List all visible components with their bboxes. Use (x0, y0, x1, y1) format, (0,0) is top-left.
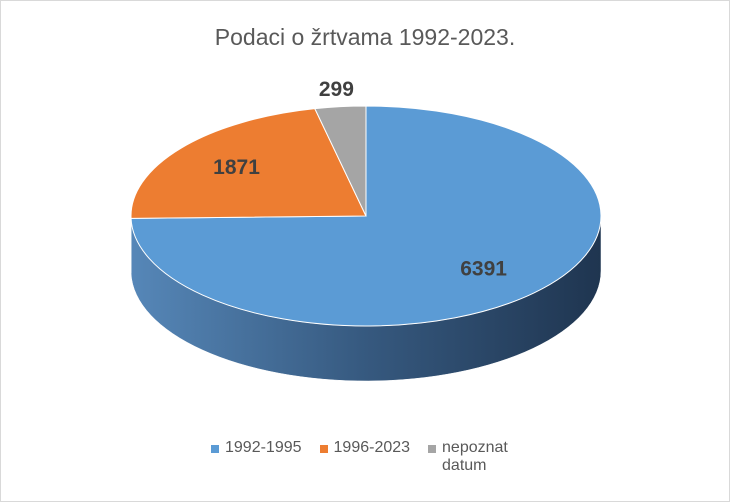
legend-item: 1992-1995 (211, 439, 302, 457)
data-label: 6391 (460, 257, 507, 280)
legend-swatch (428, 445, 437, 453)
pie: 6391 1871 299 (130, 78, 602, 382)
data-label: 299 (319, 78, 354, 101)
slice (314, 105, 367, 217)
legend-item: 1996-2023 (319, 439, 411, 457)
legend-swatch (211, 445, 219, 453)
legend: 1992-1995 1996-2023 nepoznat datum (211, 439, 522, 475)
legend-swatch (319, 445, 328, 453)
slice (130, 108, 367, 219)
legend-label: nepoznat datum (442, 439, 508, 474)
legend-label: 1996-2023 (333, 439, 411, 456)
legend-item: nepoznat datum (428, 439, 522, 475)
chart-title: Podaci o žrtvama 1992-2023. (215, 24, 515, 50)
legend-label: 1992-1995 (225, 439, 302, 456)
data-label: 1871 (213, 156, 260, 179)
